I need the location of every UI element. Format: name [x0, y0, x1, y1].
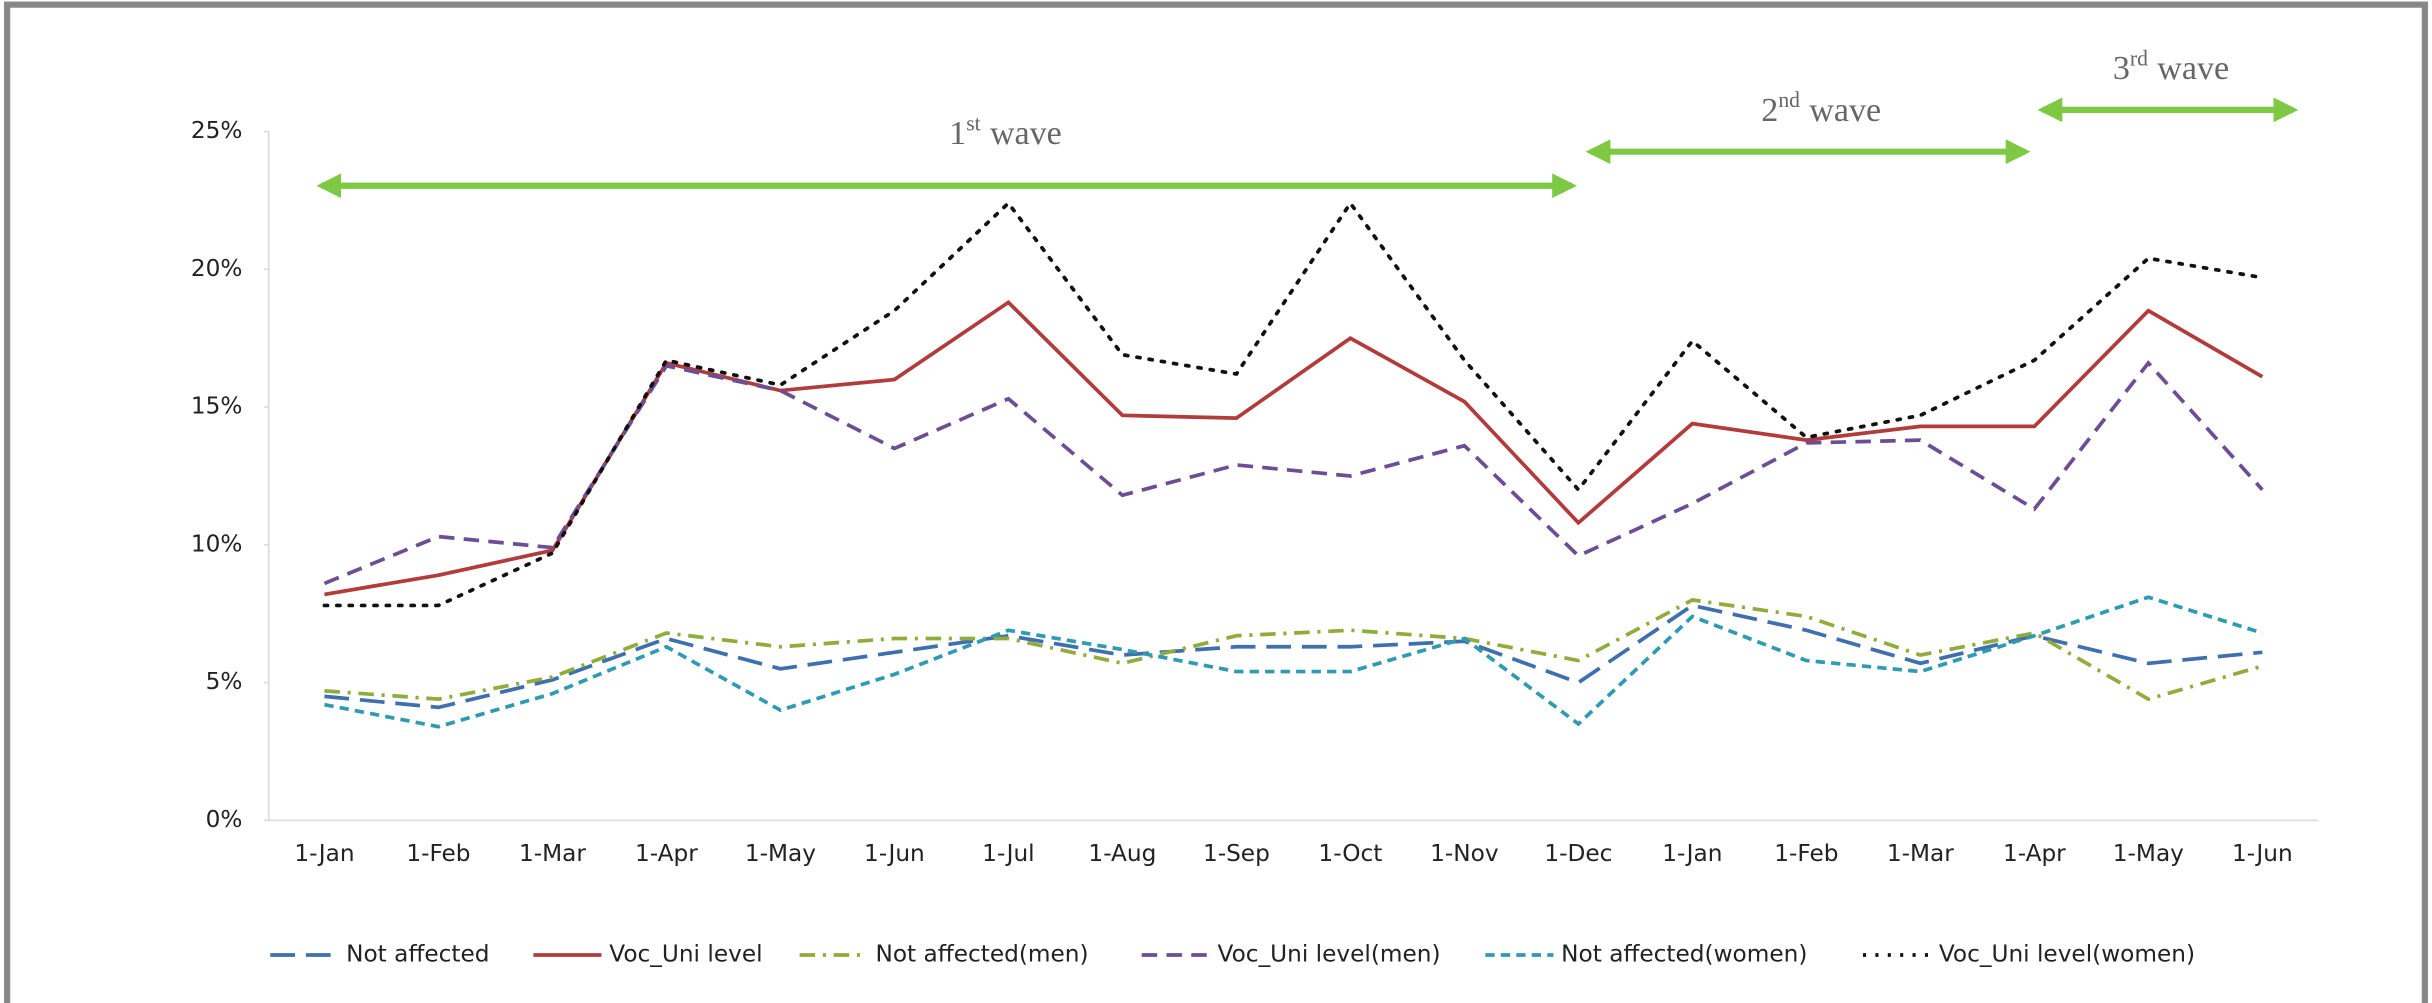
legend-label: Voc_Uni level: [609, 941, 762, 968]
wave-suffix: nd: [1778, 88, 1800, 112]
y-tick-label: 0%: [206, 806, 243, 833]
series-line: [324, 595, 2263, 729]
wave-label: 1st wave: [949, 111, 1062, 152]
y-tick-label: 25%: [191, 117, 243, 144]
x-tick-label: 1-Dec: [1544, 840, 1612, 867]
x-tick-label: 1-May: [2113, 840, 2184, 867]
series-line: [324, 598, 2263, 702]
wave-number: 2: [1761, 92, 1778, 129]
y-tick-label: 20%: [191, 255, 243, 282]
legend-label: Voc_Uni level(women): [1939, 941, 2195, 968]
x-tick-label: 1-Jun: [2232, 840, 2293, 867]
wave-number: 1: [949, 115, 966, 152]
x-tick-label: 1-Jan: [294, 840, 354, 867]
y-tick-label: 5%: [206, 668, 243, 695]
frame: [4, 1, 2428, 1003]
legend-label: Voc_Uni level(men): [1218, 941, 1441, 968]
wave-text: wave: [1809, 92, 1881, 129]
x-tick-label: 1-Sep: [1203, 840, 1270, 867]
legend-label: Not affected: [346, 941, 489, 968]
wave-suffix: rd: [2130, 46, 2148, 70]
x-tick-label: 1-Jun: [864, 840, 925, 867]
x-tick-label: 1-Feb: [406, 840, 470, 867]
x-tick-label: 1-Oct: [1318, 840, 1382, 867]
x-tick-label: 1-May: [745, 840, 816, 867]
series-line: [322, 199, 2265, 608]
x-tick-label: 1-Nov: [1430, 840, 1499, 867]
x-tick-label: 1-Feb: [1774, 840, 1838, 867]
legend-label: Not affected(women): [1561, 941, 1807, 968]
wave-label: 3rd wave: [2113, 46, 2229, 87]
wave-suffix: st: [966, 111, 980, 135]
wave-number: 3: [2113, 50, 2130, 87]
series-line: [324, 603, 2263, 710]
x-tick-label: 1-Aug: [1088, 840, 1156, 867]
x-tick-label: 1-Mar: [1887, 840, 1954, 867]
series-line: [323, 360, 2264, 586]
y-tick-label: 10%: [191, 530, 243, 557]
wave-text: wave: [2157, 50, 2229, 87]
wave-text: wave: [990, 115, 1062, 152]
legend-label: Not affected(men): [875, 941, 1088, 968]
wave-label: 2nd wave: [1761, 88, 1881, 129]
x-tick-label: 1-Apr: [2003, 840, 2066, 867]
x-tick-label: 1-Jan: [1662, 840, 1722, 867]
x-tick-label: 1-Apr: [635, 840, 698, 867]
x-tick-label: 1-Mar: [519, 840, 586, 867]
y-tick-label: 15%: [191, 393, 243, 420]
x-tick-label: 1-Jul: [982, 840, 1034, 867]
